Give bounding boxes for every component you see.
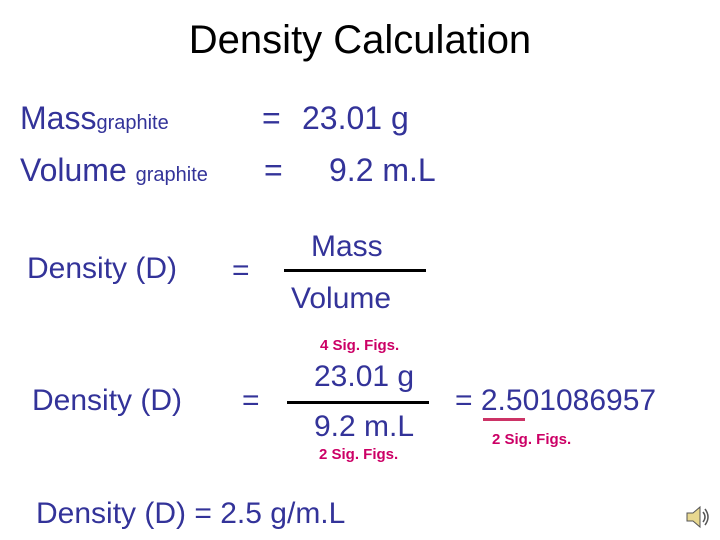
formula-lhs: Density (D) bbox=[27, 252, 178, 285]
numerator-sig-figs-note: 4 Sig. Figs. bbox=[320, 337, 400, 354]
answer-equals: = bbox=[194, 497, 212, 530]
calc-result: = 2.501086957 bbox=[455, 384, 656, 418]
answer-line: Density (D) = 2.5 g/m.L bbox=[36, 497, 345, 531]
mass-label: Massgraphite bbox=[20, 100, 169, 137]
formula-equals: = bbox=[232, 254, 250, 287]
calc-equals: = bbox=[242, 384, 260, 417]
denominator-sig-figs-note: 2 Sig. Figs. bbox=[319, 446, 399, 463]
calc-result-equals: = bbox=[455, 384, 473, 417]
calc-numerator: 23.01 g bbox=[314, 360, 415, 393]
formula-fraction-bar bbox=[284, 269, 426, 272]
calc-denominator: 9.2 m.L bbox=[314, 410, 415, 443]
answer-value: 2.5 bbox=[220, 497, 262, 530]
calc-result-rest: 01086957 bbox=[522, 384, 657, 417]
result-sig-figs-note: 2 Sig. Figs. bbox=[492, 431, 572, 448]
volume-label-text: Volume bbox=[20, 152, 127, 188]
calc-fraction-bar bbox=[287, 401, 429, 404]
mass-subscript: graphite bbox=[96, 112, 169, 134]
page-title: Density Calculation bbox=[188, 18, 532, 62]
volume-value: 9.2 m.L bbox=[329, 152, 436, 188]
mass-label-text: Mass bbox=[20, 100, 97, 136]
volume-equals: = bbox=[264, 152, 283, 188]
formula-denominator: Volume bbox=[291, 282, 392, 315]
calc-lhs: Density (D) bbox=[32, 384, 183, 417]
mass-equals: = bbox=[262, 100, 281, 136]
formula-numerator: Mass bbox=[311, 230, 383, 263]
mass-value: 23.01 g bbox=[302, 100, 409, 136]
answer-lhs: Density (D) bbox=[36, 497, 187, 530]
volume-subscript: graphite bbox=[135, 164, 208, 186]
sig-figs-underline bbox=[483, 418, 525, 421]
volume-label: Volume graphite bbox=[20, 152, 208, 189]
calc-result-kept: 2.5 bbox=[480, 384, 523, 417]
answer-unit: g/m.L bbox=[270, 497, 346, 530]
speaker-icon[interactable] bbox=[685, 505, 711, 529]
